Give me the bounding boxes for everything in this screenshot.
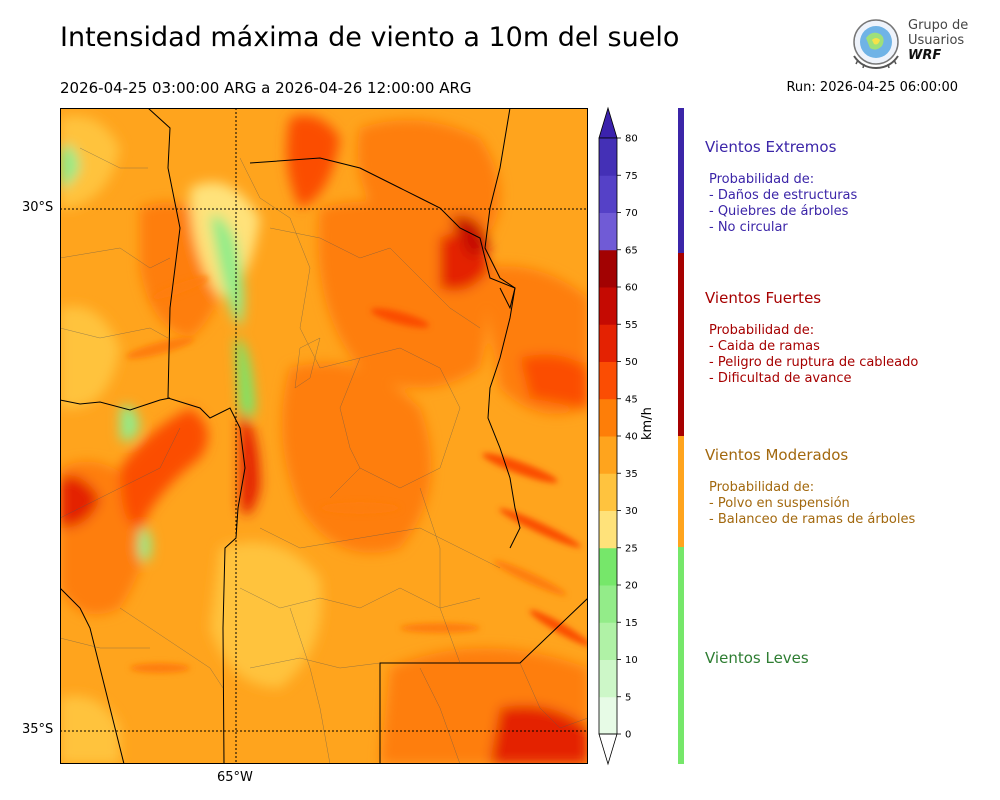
category-desc-item: - No circular	[709, 220, 788, 235]
colorbar-tick-label: 60	[625, 283, 638, 294]
logo-line-3: WRF	[908, 48, 942, 63]
colorbar-tick-label: 25	[625, 543, 638, 554]
category-desc-item: - Dificultad de avance	[709, 371, 852, 386]
run-time: Run: 2026-04-25 06:00:00	[786, 80, 958, 95]
category-desc-title: Probabilidad de:	[709, 172, 815, 187]
colorbar-cell	[599, 510, 617, 549]
category-moderados: Vientos Moderados Probabilidad de: - Pol…	[705, 446, 985, 528]
colorbar-cell	[599, 585, 617, 623]
category-desc-item: - Daños de estructuras	[709, 188, 858, 203]
wind-streaks	[126, 276, 588, 673]
colorbar-tick-label: 45	[625, 394, 638, 405]
colorbar-tick-label: 5	[625, 692, 631, 703]
colorbar-tick-label: 55	[625, 320, 638, 331]
colorbar-tick-label: 50	[625, 357, 638, 368]
colorbar-tick-label: 40	[625, 432, 638, 443]
colorbar-tick-label: 15	[625, 618, 638, 629]
category-desc-item: - Quiebres de árboles	[709, 204, 849, 219]
category-name: Vientos Fuertes	[705, 289, 822, 307]
colorbar-tick-label: 80	[625, 134, 638, 145]
colorbar-cell	[599, 436, 617, 474]
colorbar-labels: 0 5 10 15 20 25 30 35 40 45 50 55 60 65 70 75 80	[617, 134, 638, 741]
colorbar-cell	[599, 361, 617, 400]
category-fuertes: Vientos Fuertes Probabilidad de: - Caida…	[705, 289, 985, 387]
category-bar-leves	[678, 547, 684, 764]
map-title: Intensidad máxima de viento a 10m del su…	[60, 22, 680, 53]
colorbar-tick-label: 35	[625, 469, 638, 480]
colorbar-cell	[599, 473, 617, 511]
category-bar	[678, 108, 684, 764]
colorbar-cell	[599, 659, 617, 698]
logo-line-2: Usuarios	[908, 33, 965, 48]
colorbar-cells	[598, 106, 618, 766]
lat-label-35s: 35°S	[22, 722, 54, 737]
category-description: Probabilidad de: - Polvo en suspensión -…	[705, 480, 985, 528]
colorbar-units: km/h	[640, 407, 655, 440]
category-bar-fuertes	[678, 253, 684, 436]
colorbar-cell	[599, 212, 617, 251]
colorbar-tick-label: 65	[625, 245, 638, 256]
colorbar-tick-label: 10	[625, 655, 638, 666]
category-name: Vientos Moderados	[705, 446, 849, 464]
category-desc-item: - Caida de ramas	[709, 339, 820, 354]
category-name: Vientos Extremos	[705, 138, 837, 156]
category-bar-moderados	[678, 436, 684, 547]
wind-map[interactable]	[60, 108, 588, 764]
graticule	[60, 108, 588, 764]
category-name: Vientos Leves	[705, 649, 809, 667]
colorbar-svg: 0 5 10 15 20 25 30 35 40 45 50 55 60 65 70 75 80	[598, 106, 638, 766]
colorbar-cell	[599, 138, 617, 176]
colorbar-extend-high	[598, 106, 618, 139]
category-desc-item: - Peligro de ruptura de cableado	[709, 355, 919, 370]
wind-map-canvas	[60, 108, 588, 764]
colorbar-cell	[599, 398, 617, 437]
category-description: Probabilidad de: - Daños de estructuras …	[705, 172, 985, 236]
category-desc-item: - Balanceo de ramas de árboles	[709, 512, 916, 527]
colorbar-cell	[599, 622, 617, 660]
category-extremos: Vientos Extremos Probabilidad de: - Daño…	[705, 138, 985, 236]
category-bar-extremos	[678, 108, 684, 253]
colorbar-tick-label: 70	[625, 208, 638, 219]
forecast-period: 2026-04-25 03:00:00 ARG a 2026-04-26 12:…	[60, 79, 472, 97]
colorbar: 0 5 10 15 20 25 30 35 40 45 50 55 60 65 70 75 80	[596, 106, 656, 768]
category-leves: Vientos Leves	[705, 649, 985, 667]
colorbar-cell	[599, 324, 617, 362]
lat-label-30s: 30°S	[22, 200, 54, 215]
wind-field	[60, 115, 588, 764]
logo-line-1: Grupo de	[908, 18, 969, 33]
wrf-logo: Grupo de Usuarios WRF	[848, 16, 978, 72]
colorbar-cell	[599, 175, 617, 213]
globe-icon	[853, 19, 899, 70]
lon-label-65w: 65°W	[217, 770, 253, 785]
colorbar-tick-label: 30	[625, 506, 638, 517]
category-desc-title: Probabilidad de:	[709, 323, 815, 338]
category-desc-title: Probabilidad de:	[709, 480, 815, 495]
colorbar-cell	[599, 249, 617, 288]
colorbar-tick-label: 0	[625, 730, 631, 741]
colorbar-cell	[599, 696, 617, 735]
department-borders	[60, 147, 588, 764]
category-description: Probabilidad de: - Caida de ramas - Peli…	[705, 323, 985, 387]
colorbar-tick-label: 20	[625, 581, 638, 592]
colorbar-cell	[599, 287, 617, 325]
colorbar-cell	[599, 547, 617, 586]
category-desc-item: - Polvo en suspensión	[709, 496, 850, 511]
country-borders	[60, 108, 588, 764]
colorbar-tick-label: 75	[625, 171, 638, 182]
map-border	[60, 108, 588, 764]
colorbar-extend-low	[598, 733, 618, 766]
